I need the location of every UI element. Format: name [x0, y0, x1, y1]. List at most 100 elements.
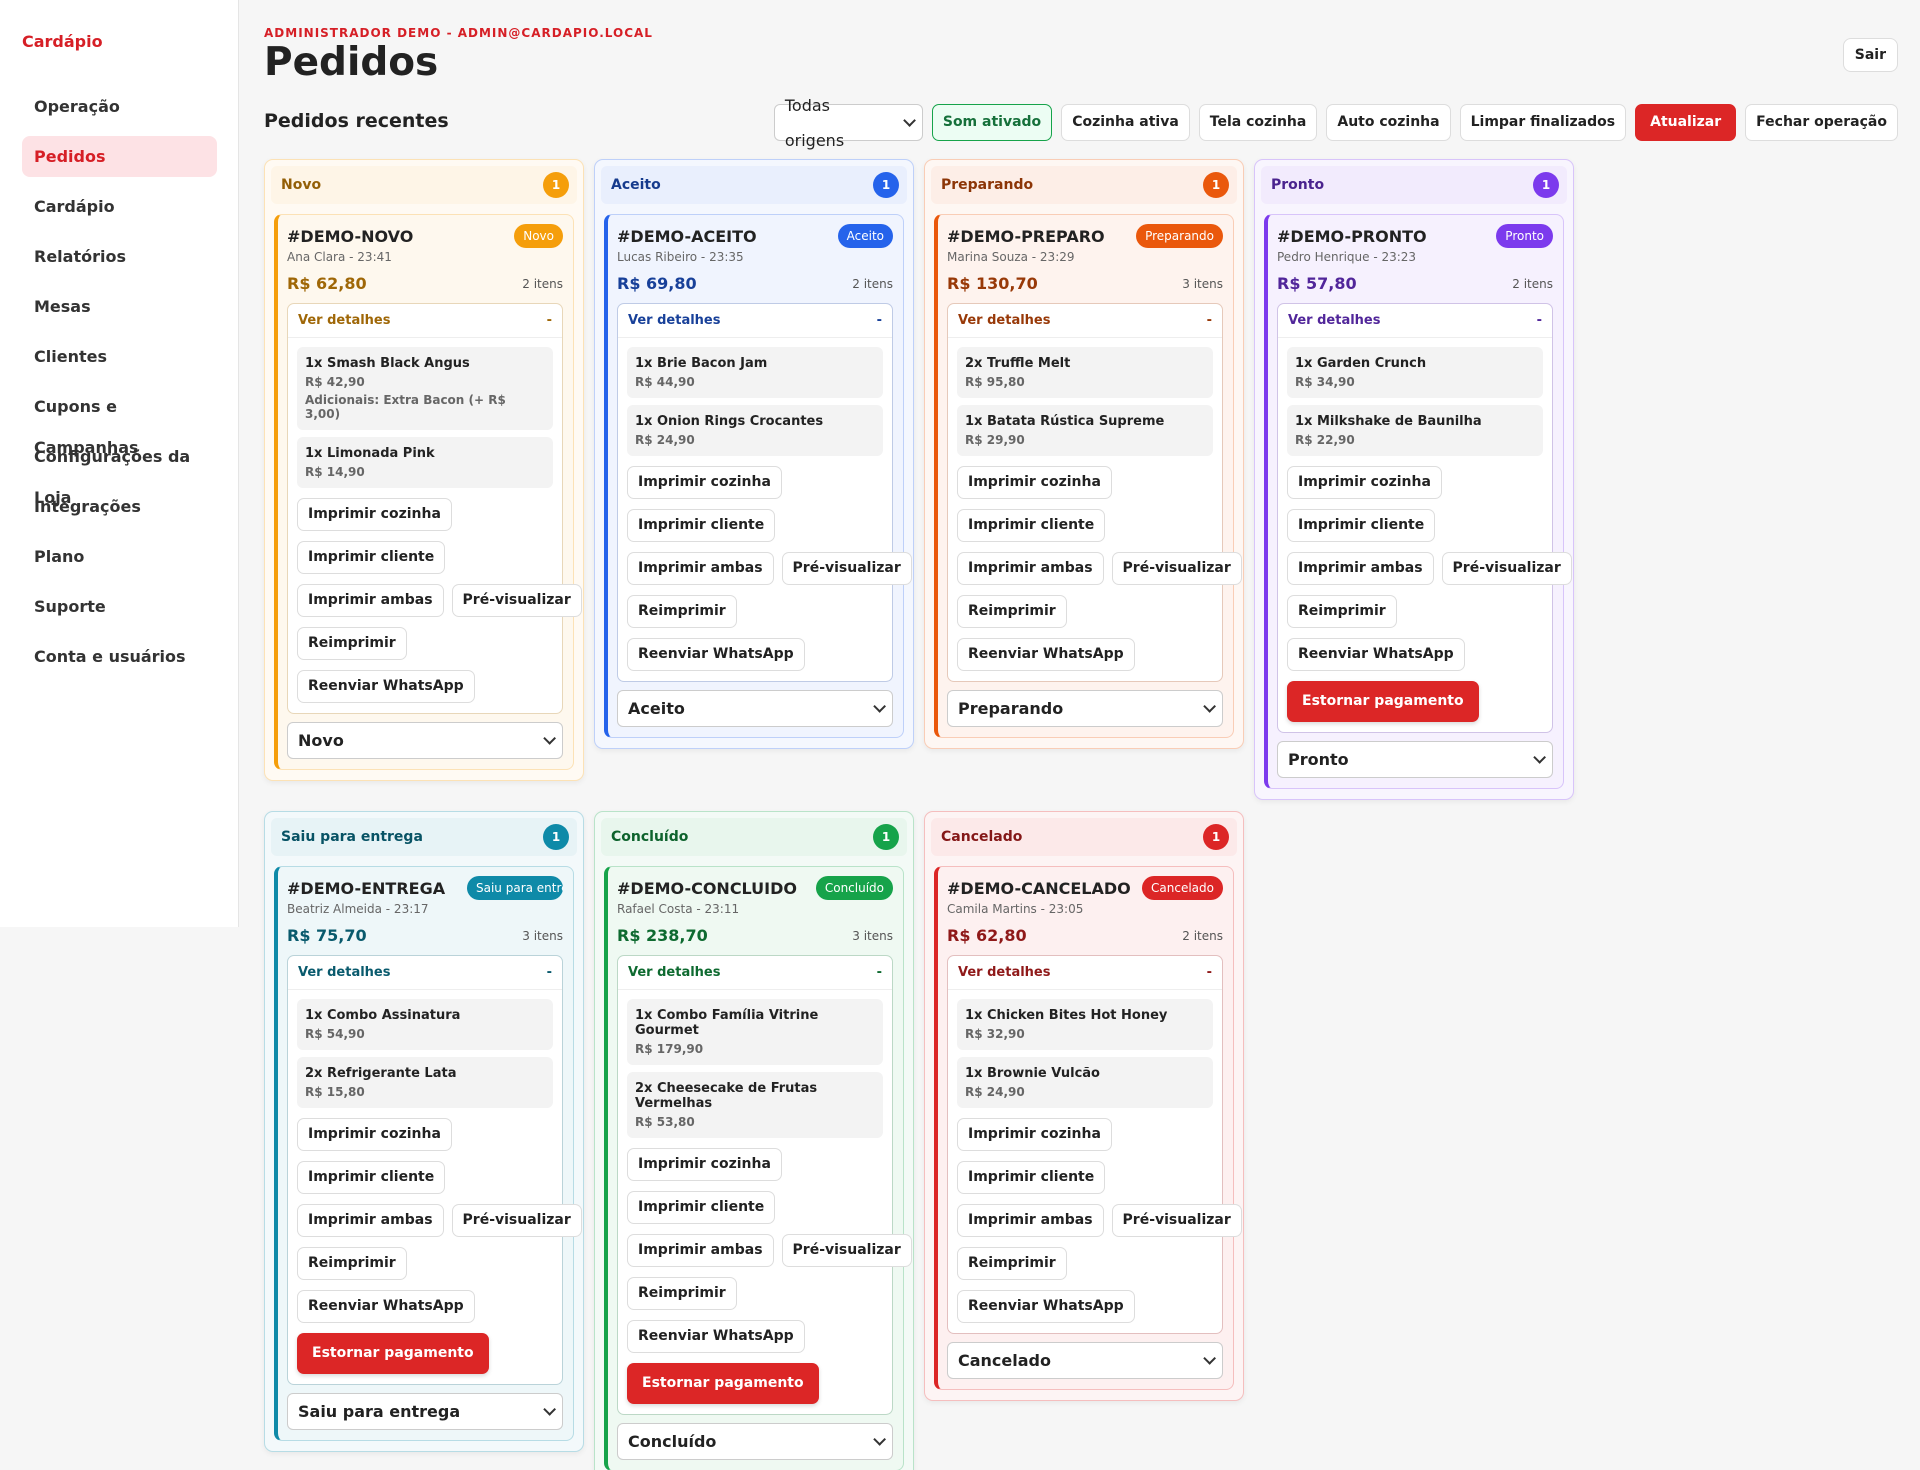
brand: Cardápio — [22, 32, 103, 51]
action-button[interactable]: Imprimir cozinha — [627, 466, 782, 499]
action-button[interactable]: Reenviar WhatsApp — [1287, 638, 1465, 671]
action-button[interactable]: Imprimir cliente — [1287, 509, 1436, 542]
action-button[interactable]: Imprimir cliente — [297, 541, 446, 574]
action-button[interactable]: Imprimir ambas — [957, 1204, 1104, 1237]
action-button[interactable]: Pré-visualizar — [781, 1234, 912, 1267]
action-button[interactable]: Imprimir ambas — [957, 552, 1104, 585]
toolbar-button[interactable]: Cozinha ativa — [1061, 104, 1190, 141]
details-toggle[interactable]: Ver detalhes - — [1278, 304, 1552, 338]
details-label: Ver detalhes — [1288, 313, 1381, 328]
action-button[interactable]: Imprimir cliente — [627, 1191, 776, 1224]
refund-button[interactable]: Estornar pagamento — [297, 1333, 489, 1374]
status-select[interactable]: Novo — [287, 722, 563, 759]
action-button[interactable]: Imprimir cliente — [627, 509, 776, 542]
details-toggle[interactable]: Ver detalhes - — [948, 956, 1222, 990]
details-toggle[interactable]: Ver detalhes - — [948, 304, 1222, 338]
action-button[interactable]: Pré-visualizar — [451, 1204, 582, 1237]
toolbar-button[interactable]: Som ativado — [931, 104, 1053, 141]
action-button[interactable]: Reenviar WhatsApp — [957, 1290, 1135, 1323]
refund-button[interactable]: Estornar pagamento — [1287, 681, 1479, 722]
nav-item[interactable]: Pedidos — [22, 136, 217, 177]
action-button[interactable]: Reimprimir — [297, 627, 407, 660]
action-button[interactable]: Pré-visualizar — [1111, 552, 1242, 585]
action-button[interactable]: Imprimir cozinha — [1287, 466, 1442, 499]
action-button[interactable]: Imprimir cliente — [957, 509, 1106, 542]
action-button[interactable]: Reenviar WhatsApp — [297, 670, 475, 703]
action-button[interactable]: Imprimir cliente — [297, 1161, 446, 1194]
action-row: Reenviar WhatsApp — [297, 1290, 553, 1323]
action-button[interactable]: Imprimir ambas — [297, 1204, 444, 1237]
action-button[interactable]: Reimprimir — [957, 1247, 1067, 1280]
status-select[interactable]: Cancelado — [947, 1342, 1223, 1379]
action-button[interactable]: Imprimir ambas — [1287, 552, 1434, 585]
customer-time: Rafael Costa - 23:11 — [617, 902, 740, 916]
action-button[interactable]: Reenviar WhatsApp — [627, 1320, 805, 1353]
toolbar-button[interactable]: Limpar finalizados — [1459, 104, 1627, 141]
action-button[interactable]: Pré-visualizar — [1441, 552, 1572, 585]
nav-item[interactable]: Mesas — [34, 297, 91, 316]
action-button[interactable]: Reenviar WhatsApp — [957, 638, 1135, 671]
status-badge: Saiu para entrega — [467, 876, 563, 900]
status-select[interactable]: Saiu para entrega — [287, 1393, 563, 1430]
logout-button[interactable]: Sair — [1842, 38, 1898, 72]
nav-item[interactable]: Clientes — [34, 347, 107, 366]
item-price: R$ 22,90 — [1295, 433, 1355, 447]
action-row: Reimprimir — [627, 1277, 883, 1310]
toolbar-button[interactable]: Auto cozinha — [1326, 104, 1451, 141]
action-button[interactable]: Reimprimir — [627, 1277, 737, 1310]
nav-item[interactable]: Cardápio — [34, 197, 115, 216]
action-button[interactable]: Imprimir cozinha — [957, 1118, 1112, 1151]
nav-item[interactable]: Cupons e Campanhas — [34, 397, 139, 457]
nav-item[interactable]: Operação — [34, 97, 120, 116]
action-button[interactable]: Imprimir ambas — [627, 552, 774, 585]
status-select[interactable]: Aceito — [617, 690, 893, 727]
action-button[interactable]: Pré-visualizar — [451, 584, 582, 617]
details-toggle[interactable]: Ver detalhes - — [618, 956, 892, 990]
select-text: Pronto — [1288, 750, 1349, 769]
details-toggle[interactable]: Ver detalhes - — [288, 956, 562, 990]
details-toggle[interactable]: Ver detalhes - — [618, 304, 892, 338]
action-button[interactable]: Reenviar WhatsApp — [297, 1290, 475, 1323]
status-select[interactable]: Pronto — [1277, 741, 1553, 778]
action-button[interactable]: Imprimir cozinha — [957, 466, 1112, 499]
action-button[interactable]: Imprimir cliente — [957, 1161, 1106, 1194]
details-label: Ver detalhes — [298, 965, 391, 980]
collapse-icon: - — [876, 313, 882, 328]
column-count: 1 — [1203, 172, 1229, 198]
action-button[interactable]: Reenviar WhatsApp — [627, 638, 805, 671]
action-button[interactable]: Imprimir ambas — [297, 584, 444, 617]
toolbar-button[interactable]: Atualizar — [1635, 104, 1737, 141]
action-row: Imprimir cliente — [297, 1161, 553, 1194]
action-button[interactable]: Pré-visualizar — [1111, 1204, 1242, 1237]
action-button[interactable]: Imprimir cozinha — [297, 498, 452, 531]
nav-item[interactable]: Configurações da Loja — [34, 447, 191, 507]
status-select[interactable]: Preparando — [947, 690, 1223, 727]
column-header: Preparando 1 — [931, 166, 1237, 204]
toolbar-button[interactable]: Fechar operação — [1745, 104, 1898, 141]
action-button[interactable]: Imprimir cozinha — [627, 1148, 782, 1181]
action-row: Imprimir cozinha — [297, 1118, 553, 1151]
nav-item[interactable]: Conta e usuários — [34, 647, 186, 666]
nav-item[interactable]: Relatórios — [34, 247, 126, 266]
refund-button[interactable]: Estornar pagamento — [627, 1363, 819, 1404]
column-title: Preparando — [941, 177, 1034, 193]
collapse-icon: - — [1206, 965, 1212, 980]
action-button[interactable]: Reimprimir — [1287, 595, 1397, 628]
details-toggle[interactable]: Ver detalhes - — [288, 304, 562, 338]
order-item: 1x Brownie Vulcão R$ 24,90 — [957, 1057, 1213, 1108]
nav-item[interactable]: Plano — [34, 547, 85, 566]
action-button[interactable]: Reimprimir — [957, 595, 1067, 628]
action-button[interactable]: Reimprimir — [627, 595, 737, 628]
nav-item[interactable]: Integrações — [34, 497, 141, 516]
column-count: 1 — [1203, 824, 1229, 850]
status-select[interactable]: Concluído — [617, 1423, 893, 1460]
action-button[interactable]: Pré-visualizar — [781, 552, 912, 585]
action-row: Reimprimir — [297, 1247, 553, 1280]
toolbar-button[interactable]: Tela cozinha — [1198, 104, 1318, 141]
select-text: Concluído — [628, 1432, 717, 1451]
action-button[interactable]: Imprimir ambas — [627, 1234, 774, 1267]
origin-select[interactable]: Todas origens — [773, 96, 923, 150]
action-button[interactable]: Imprimir cozinha — [297, 1118, 452, 1151]
action-button[interactable]: Reimprimir — [297, 1247, 407, 1280]
nav-item[interactable]: Suporte — [34, 597, 106, 616]
